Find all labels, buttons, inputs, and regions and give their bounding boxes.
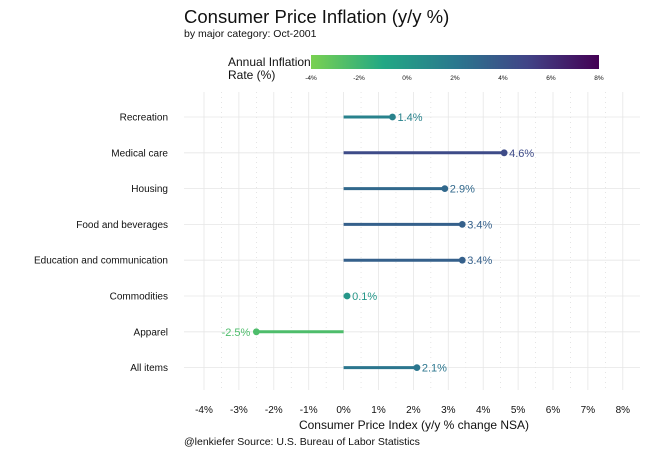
legend-colorbar — [311, 55, 599, 69]
y-axis-label: Education and communication — [34, 256, 168, 267]
x-tick-label: 5% — [511, 405, 526, 416]
data-label: 2.9% — [450, 184, 475, 196]
x-tick-label: 1% — [371, 405, 386, 416]
chart-marks: 1.4% 4.6% 2.9% 3.4% 3.4% 0.1% -2.5% 2.1% — [222, 112, 535, 375]
chart-subtitle: by major category: Oct-2001 — [184, 28, 317, 40]
lollipop-point — [252, 328, 260, 336]
x-tick-label: 4% — [476, 405, 491, 416]
y-axis-label: Food and beverages — [76, 220, 168, 231]
lollipop-point — [343, 292, 351, 300]
data-label: 0.1% — [352, 291, 377, 303]
x-tick-label: 8% — [616, 405, 631, 416]
legend-tick-label: 8% — [594, 75, 604, 82]
lollipop-point — [458, 256, 466, 264]
x-tick-label: 6% — [546, 405, 561, 416]
y-axis-label: Commodities — [110, 292, 168, 303]
legend-ticks: -4% -2% 0% 2% 4% 6% 8% — [305, 69, 604, 82]
x-axis-title: Consumer Price Index (y/y % change NSA) — [299, 418, 529, 432]
legend-tick-label: 2% — [450, 75, 460, 82]
x-tick-label: -2% — [265, 405, 283, 416]
data-label: 3.4% — [467, 255, 492, 267]
data-label: 4.6% — [509, 148, 534, 160]
data-label: -2.5% — [222, 327, 251, 339]
lollipop-point — [389, 113, 396, 121]
legend: Annual Inflation Rate (%) -4% -2% 0% 2% 4% 6%… — [228, 55, 604, 82]
legend-tick-label: 6% — [546, 75, 556, 82]
x-tick-label: 0% — [336, 405, 351, 416]
x-tick-label: 3% — [441, 405, 456, 416]
data-label: 2.1% — [422, 363, 447, 375]
legend-tick-label: -2% — [353, 75, 365, 82]
legend-title-line1: Annual Inflation — [228, 55, 311, 69]
y-axis-label: Medical care — [111, 148, 168, 159]
y-axis-label: All items — [130, 363, 168, 374]
lollipop-point — [458, 221, 466, 228]
x-tick-label: -1% — [300, 405, 318, 416]
y-axis-labels: Recreation Medical care Housing Food and be… — [34, 113, 168, 375]
lollipop-point — [413, 364, 421, 371]
legend-title-line2: Rate (%) — [228, 68, 275, 82]
x-axis-tick-labels: -4% -3% -2% -1% 0% 1% 2% 3% 4% 5% 6% 7% 8% — [195, 405, 630, 416]
legend-tick-label: 4% — [498, 75, 508, 82]
y-axis-label: Housing — [131, 184, 168, 195]
chart-caption: @lenkiefer Source: U.S. Bureau of Labor … — [184, 436, 420, 448]
lollipop-point — [500, 149, 508, 157]
x-tick-label: 7% — [581, 405, 596, 416]
grid — [184, 92, 640, 390]
y-axis-label: Recreation — [120, 113, 168, 124]
data-label: 3.4% — [467, 219, 492, 231]
data-label: 1.4% — [397, 112, 422, 124]
lollipop-point — [441, 185, 449, 193]
chart-title: Consumer Price Inflation (y/y %) — [184, 6, 449, 27]
x-tick-label: -3% — [230, 405, 248, 416]
x-tick-label: -4% — [195, 405, 213, 416]
x-tick-label: 2% — [406, 405, 421, 416]
legend-tick-label: -4% — [305, 75, 317, 82]
y-axis-label: Apparel — [134, 327, 168, 338]
legend-tick-label: 0% — [402, 75, 412, 82]
